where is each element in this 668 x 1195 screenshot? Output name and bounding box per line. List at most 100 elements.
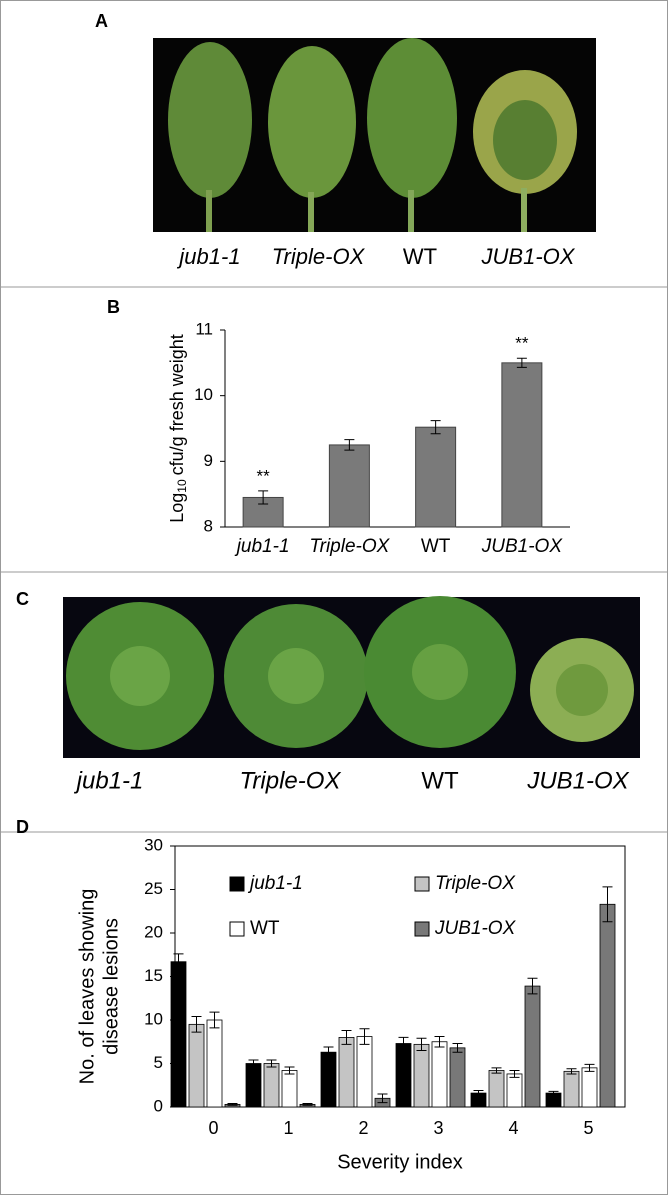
rosette-photo	[63, 596, 640, 758]
photo-caption: Triple-OX	[240, 767, 342, 794]
leaf-photo	[153, 38, 596, 232]
photo-caption: JUB1-OX	[481, 244, 576, 269]
error-bar	[509, 1069, 520, 1078]
error-bar	[359, 1028, 370, 1045]
error-bar	[341, 1029, 352, 1045]
panel-label: B	[107, 297, 120, 317]
error-bar	[258, 490, 269, 505]
x-tick-label: 5	[583, 1118, 593, 1138]
error-bar	[344, 439, 355, 451]
error-bar	[302, 1103, 313, 1106]
bar	[338, 1037, 355, 1108]
x-tick-label: WT	[421, 536, 451, 557]
y-tick-label: 10	[144, 1009, 163, 1028]
error-bar	[227, 1103, 238, 1106]
y-tick-label: 0	[154, 1096, 163, 1115]
y-label-part: cfu/g fresh weight	[167, 334, 187, 475]
x-tick-label: 3	[433, 1118, 443, 1138]
bar	[245, 1063, 262, 1108]
error-bar	[416, 1037, 427, 1051]
bar	[506, 1073, 523, 1108]
bar	[449, 1047, 466, 1108]
bar	[206, 1019, 223, 1108]
bar	[488, 1070, 505, 1108]
error-bar	[584, 1063, 595, 1072]
legend-label: JUB1-OX	[434, 918, 517, 939]
x-tick-label: 4	[508, 1118, 518, 1138]
panel-label: A	[95, 11, 108, 31]
bar	[501, 362, 543, 528]
legend-swatch	[414, 876, 430, 892]
y-tick-label: 20	[144, 922, 163, 941]
x-tick-label: 0	[208, 1118, 218, 1138]
error-bar	[398, 1036, 409, 1051]
bar	[281, 1070, 298, 1108]
bar	[170, 961, 187, 1108]
bar	[431, 1041, 448, 1108]
significance-label: **	[257, 466, 271, 485]
error-bar	[434, 1036, 445, 1048]
y-tick-label: 30	[144, 835, 163, 854]
bar	[581, 1067, 598, 1108]
bar	[188, 1023, 205, 1108]
photo-caption: WT	[403, 244, 437, 269]
y-tick-label: 5	[154, 1053, 163, 1072]
bar	[524, 985, 541, 1108]
legend-label: jub1-1	[247, 873, 303, 894]
legend-swatch	[229, 921, 245, 937]
photo-caption: WT	[421, 767, 459, 794]
panel-label: D	[16, 817, 29, 837]
x-tick-label: jub1-1	[234, 536, 290, 557]
y-tick-label: 9	[204, 451, 213, 470]
y-tick-label: 8	[204, 516, 213, 535]
error-bar	[452, 1042, 463, 1053]
error-bar	[566, 1068, 577, 1075]
legend-label: Triple-OX	[435, 873, 516, 894]
error-bar	[516, 357, 527, 368]
legend-swatch	[414, 921, 430, 937]
bar	[415, 426, 457, 528]
error-bar	[602, 886, 613, 923]
photo-caption: JUB1-OX	[526, 767, 629, 794]
y-tick-label: 15	[144, 966, 163, 985]
y-tick-label: 10	[194, 385, 213, 404]
error-bar	[491, 1067, 502, 1074]
error-bar	[191, 1016, 202, 1033]
y-axis-label: No. of leaves showing	[76, 889, 98, 1085]
significance-label: **	[515, 334, 529, 353]
legend-swatch	[229, 876, 245, 892]
bar	[563, 1070, 580, 1108]
bar	[356, 1036, 373, 1108]
bar	[395, 1043, 412, 1108]
bar	[599, 903, 616, 1108]
photo-caption: jub1-1	[74, 767, 144, 794]
photo-caption: jub1-1	[176, 244, 240, 269]
error-bar	[527, 977, 538, 995]
bar	[320, 1051, 337, 1108]
x-tick-label: 1	[283, 1118, 293, 1138]
bar	[263, 1063, 280, 1108]
error-bar	[473, 1089, 484, 1097]
y-label-part: Log	[167, 493, 187, 523]
error-bar	[209, 1011, 220, 1029]
y-tick-label: 25	[144, 879, 163, 898]
error-bar	[266, 1059, 277, 1068]
error-bar	[323, 1046, 334, 1058]
y-axis-label: disease lesions	[100, 918, 122, 1055]
bar	[413, 1043, 430, 1108]
error-bar	[548, 1090, 559, 1096]
error-bar	[284, 1066, 295, 1075]
x-tick-label: Triple-OX	[309, 536, 390, 557]
x-tick-label: JUB1-OX	[481, 536, 564, 557]
y-tick-label: 11	[195, 319, 213, 338]
bar	[328, 444, 370, 528]
error-bar	[430, 420, 441, 435]
x-axis-label: Severity index	[337, 1151, 463, 1173]
error-bar	[248, 1059, 259, 1068]
error-bar	[377, 1093, 388, 1104]
x-tick-label: 2	[358, 1118, 368, 1138]
y-label-sub: 10	[175, 479, 189, 493]
panel-label: C	[16, 589, 29, 609]
legend-label: WT	[250, 918, 280, 939]
